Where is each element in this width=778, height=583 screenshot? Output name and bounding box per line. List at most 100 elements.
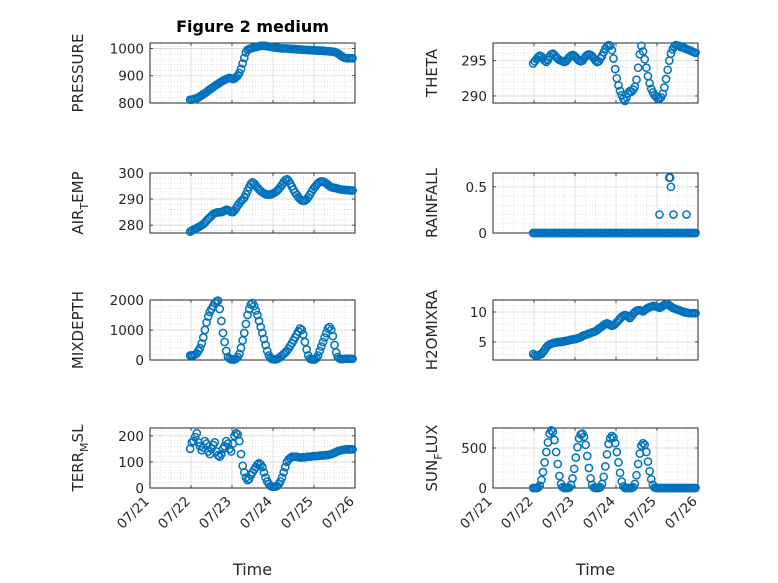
data-point (244, 474, 254, 484)
x-axis-label: Time (232, 560, 272, 579)
data-point (641, 63, 651, 73)
data-point (246, 179, 256, 189)
data-point (533, 52, 543, 62)
y-tick-label: 0 (478, 226, 487, 242)
data-point (582, 451, 592, 461)
data-point (645, 78, 654, 88)
data-point (630, 479, 640, 489)
data-point (665, 173, 675, 182)
y-axis-label: RAINFALL (423, 167, 441, 238)
data-point (216, 316, 226, 326)
data-point (640, 54, 650, 64)
data-point (279, 467, 289, 477)
axes-frame (149, 427, 356, 489)
data-point (235, 436, 244, 446)
data-point (223, 439, 233, 449)
data-point (241, 319, 251, 329)
y-tick-label: 2000 (110, 293, 144, 309)
data-point (254, 316, 264, 326)
data-point (249, 301, 259, 311)
data-point (584, 463, 594, 473)
data-point (669, 210, 678, 219)
data-point (197, 339, 207, 348)
data-point (632, 75, 641, 85)
y-tick-label: 100 (118, 455, 144, 471)
data-point (328, 331, 338, 341)
data-point (615, 86, 625, 96)
data-point (553, 459, 563, 469)
data-point (253, 310, 262, 320)
data-point (259, 467, 269, 477)
data-point (236, 64, 246, 74)
data-point (607, 431, 617, 441)
data-point (614, 458, 623, 467)
subplot-3: 280 290 300 AIRTEMP (69, 166, 357, 237)
y-axis-label: H2OMIXRA (423, 289, 441, 370)
data-point (610, 64, 620, 74)
data-point (666, 49, 676, 58)
data-point (210, 437, 220, 447)
data-point (348, 354, 357, 364)
data-point (261, 473, 270, 482)
data-point (276, 477, 285, 486)
data-point (218, 328, 228, 338)
data-point (315, 346, 325, 356)
data-point (633, 459, 643, 469)
y-axis-label: PRESSURE (69, 34, 87, 113)
data-point (605, 41, 615, 51)
data-point (348, 445, 357, 454)
axes-frame (492, 299, 699, 361)
subplot-1: 800 900 1000 PRESSURE Figure 2 medium (69, 17, 357, 113)
data-point (637, 41, 646, 51)
data-point (591, 56, 600, 65)
y-tick-label: 900 (118, 69, 144, 85)
data-point (612, 447, 622, 457)
data-point (317, 342, 326, 351)
x-axis-label: Time (575, 560, 615, 579)
data-point (581, 440, 591, 450)
data-point (548, 427, 558, 437)
y-tick-label: 295 (461, 54, 487, 70)
y-tick-label: 5 (478, 335, 487, 351)
data-point (533, 483, 543, 492)
y-axis-label: TERRMSL (69, 424, 91, 493)
data-point (540, 458, 550, 467)
data-point (239, 328, 249, 338)
data-point (645, 466, 654, 476)
data-point (226, 447, 236, 456)
y-tick-label: 300 (118, 166, 144, 182)
y-tick-label: 800 (118, 96, 144, 112)
data-point (261, 340, 270, 350)
data-point (599, 472, 609, 482)
data-point (297, 325, 307, 335)
data-point (302, 345, 311, 354)
data-point (666, 182, 676, 192)
chart-title: Figure 2 medium (176, 17, 329, 36)
data-point (320, 333, 330, 342)
y-tick-label: 0 (478, 481, 487, 497)
data-point (571, 453, 581, 462)
axes-frame (492, 42, 699, 104)
data-point (541, 447, 551, 457)
data-point (546, 426, 556, 435)
data-point (253, 460, 262, 469)
data-point (569, 464, 579, 474)
y-tick-label: 1000 (110, 41, 144, 57)
data-point (632, 470, 641, 480)
y-axis-label: THETA (423, 48, 441, 98)
data-point (235, 349, 244, 359)
data-point (551, 447, 561, 457)
y-axis-label: AIRTEMP (69, 171, 91, 234)
data-point (655, 210, 664, 219)
data-point (641, 447, 651, 457)
data-point (663, 65, 673, 75)
data-point (235, 68, 244, 78)
y-tick-label: 290 (118, 192, 144, 208)
data-point (540, 56, 550, 65)
data-point (192, 428, 202, 438)
data-point (238, 59, 248, 68)
data-point (216, 449, 226, 459)
data-point (257, 462, 267, 472)
data-point (251, 306, 261, 315)
data-point (220, 337, 229, 347)
